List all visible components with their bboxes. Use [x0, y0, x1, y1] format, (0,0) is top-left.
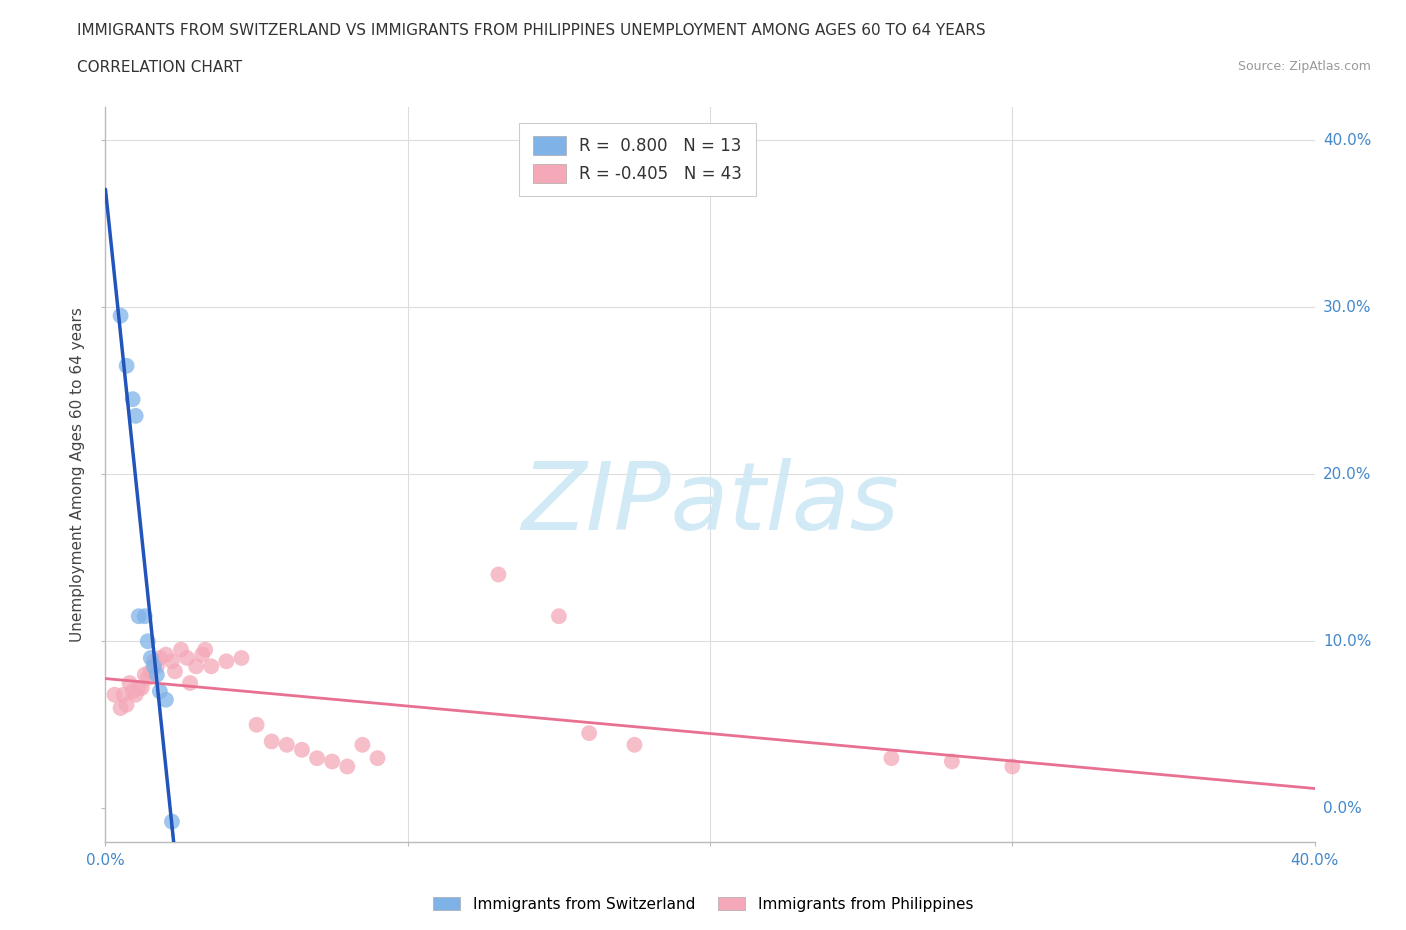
Point — [1001, 759, 1024, 774]
Point — [488, 567, 510, 582]
Point — [321, 754, 343, 769]
Text: 40.0%: 40.0% — [1323, 133, 1371, 148]
Point — [121, 392, 143, 406]
Point — [115, 698, 138, 712]
Point — [149, 684, 172, 698]
Point — [194, 643, 217, 658]
Point — [880, 751, 903, 765]
Point — [131, 681, 153, 696]
Point — [200, 658, 222, 673]
Point — [155, 647, 177, 662]
Point — [115, 358, 138, 373]
Point — [112, 687, 135, 702]
Point — [124, 408, 148, 423]
Y-axis label: Unemployment Among Ages 60 to 64 years: Unemployment Among Ages 60 to 64 years — [70, 307, 86, 642]
Point — [941, 754, 963, 769]
Point — [103, 687, 125, 702]
Point — [121, 684, 143, 698]
Point — [139, 651, 162, 666]
Text: 30.0%: 30.0% — [1323, 299, 1371, 315]
Point — [136, 671, 159, 685]
Point — [179, 675, 201, 690]
Point — [149, 651, 172, 666]
Point — [231, 651, 253, 666]
Point — [176, 651, 198, 666]
Point — [134, 609, 156, 624]
Point — [146, 667, 169, 682]
Text: 0.0%: 0.0% — [1323, 801, 1361, 816]
Point — [191, 647, 214, 662]
Point — [366, 751, 388, 765]
Point — [548, 609, 571, 624]
Text: CORRELATION CHART: CORRELATION CHART — [77, 60, 242, 75]
Point — [215, 654, 238, 669]
Text: 10.0%: 10.0% — [1323, 633, 1371, 649]
Point — [170, 643, 193, 658]
Point — [163, 664, 186, 679]
Legend: R =  0.800   N = 13, R = -0.405   N = 43: R = 0.800 N = 13, R = -0.405 N = 43 — [519, 123, 755, 196]
Point — [336, 759, 359, 774]
Point — [260, 734, 283, 749]
Point — [623, 737, 645, 752]
Point — [128, 681, 150, 696]
Point — [155, 692, 177, 707]
Text: 40.0%: 40.0% — [1291, 853, 1339, 868]
Point — [139, 664, 162, 679]
Point — [134, 667, 156, 682]
Point — [276, 737, 298, 752]
Text: Source: ZipAtlas.com: Source: ZipAtlas.com — [1237, 60, 1371, 73]
Point — [578, 725, 600, 740]
Point — [352, 737, 374, 752]
Legend: Immigrants from Switzerland, Immigrants from Philippines: Immigrants from Switzerland, Immigrants … — [427, 890, 979, 918]
Text: ZIPatlas: ZIPatlas — [522, 458, 898, 550]
Point — [186, 658, 208, 673]
Point — [160, 814, 183, 829]
Point — [160, 654, 183, 669]
Text: 20.0%: 20.0% — [1323, 467, 1371, 482]
Point — [118, 675, 141, 690]
Point — [128, 609, 150, 624]
Point — [142, 654, 165, 669]
Point — [110, 700, 132, 715]
Text: 0.0%: 0.0% — [86, 853, 125, 868]
Point — [246, 717, 269, 732]
Point — [291, 742, 314, 757]
Point — [110, 308, 132, 323]
Point — [307, 751, 329, 765]
Point — [146, 658, 169, 673]
Point — [136, 634, 159, 649]
Text: IMMIGRANTS FROM SWITZERLAND VS IMMIGRANTS FROM PHILIPPINES UNEMPLOYMENT AMONG AG: IMMIGRANTS FROM SWITZERLAND VS IMMIGRANT… — [77, 23, 986, 38]
Point — [124, 687, 148, 702]
Point — [142, 658, 165, 673]
